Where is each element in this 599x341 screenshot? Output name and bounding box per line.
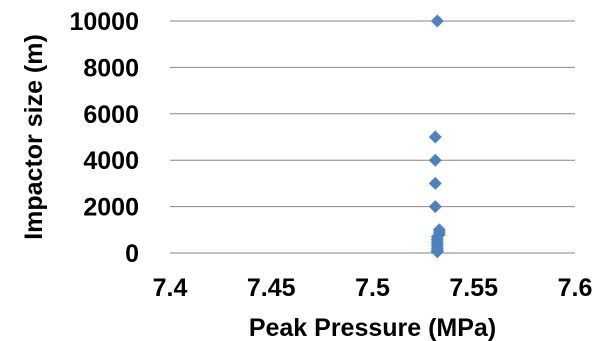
x-axis-title: Peak Pressure (MPa) [249, 314, 496, 341]
data-points [428, 14, 446, 259]
data-point [430, 245, 444, 259]
x-tick-label: 7.45 [247, 274, 296, 302]
y-tick-label: 0 [125, 240, 139, 268]
x-tick-label: 7.4 [153, 274, 188, 302]
x-tick-label: 7.55 [449, 274, 498, 302]
gridlines [170, 20, 575, 208]
y-tick-labels: 0 2000 4000 6000 8000 10000 [69, 8, 139, 268]
y-tick-label: 10000 [69, 8, 139, 36]
x-tick-label: 7.6 [558, 274, 593, 302]
data-point [428, 153, 442, 167]
y-tick-label: 8000 [83, 54, 139, 82]
y-axis-title: Impactor size (m) [20, 34, 48, 240]
y-tick-label: 6000 [83, 101, 139, 129]
data-point [428, 200, 442, 214]
y-tick-label: 4000 [83, 147, 139, 175]
data-point [428, 130, 442, 144]
data-point [430, 14, 444, 28]
x-tick-label: 7.5 [355, 274, 390, 302]
x-tick-labels: 7.4 7.45 7.5 7.55 7.6 [153, 274, 593, 302]
data-point [428, 176, 442, 190]
y-tick-label: 2000 [83, 194, 139, 222]
